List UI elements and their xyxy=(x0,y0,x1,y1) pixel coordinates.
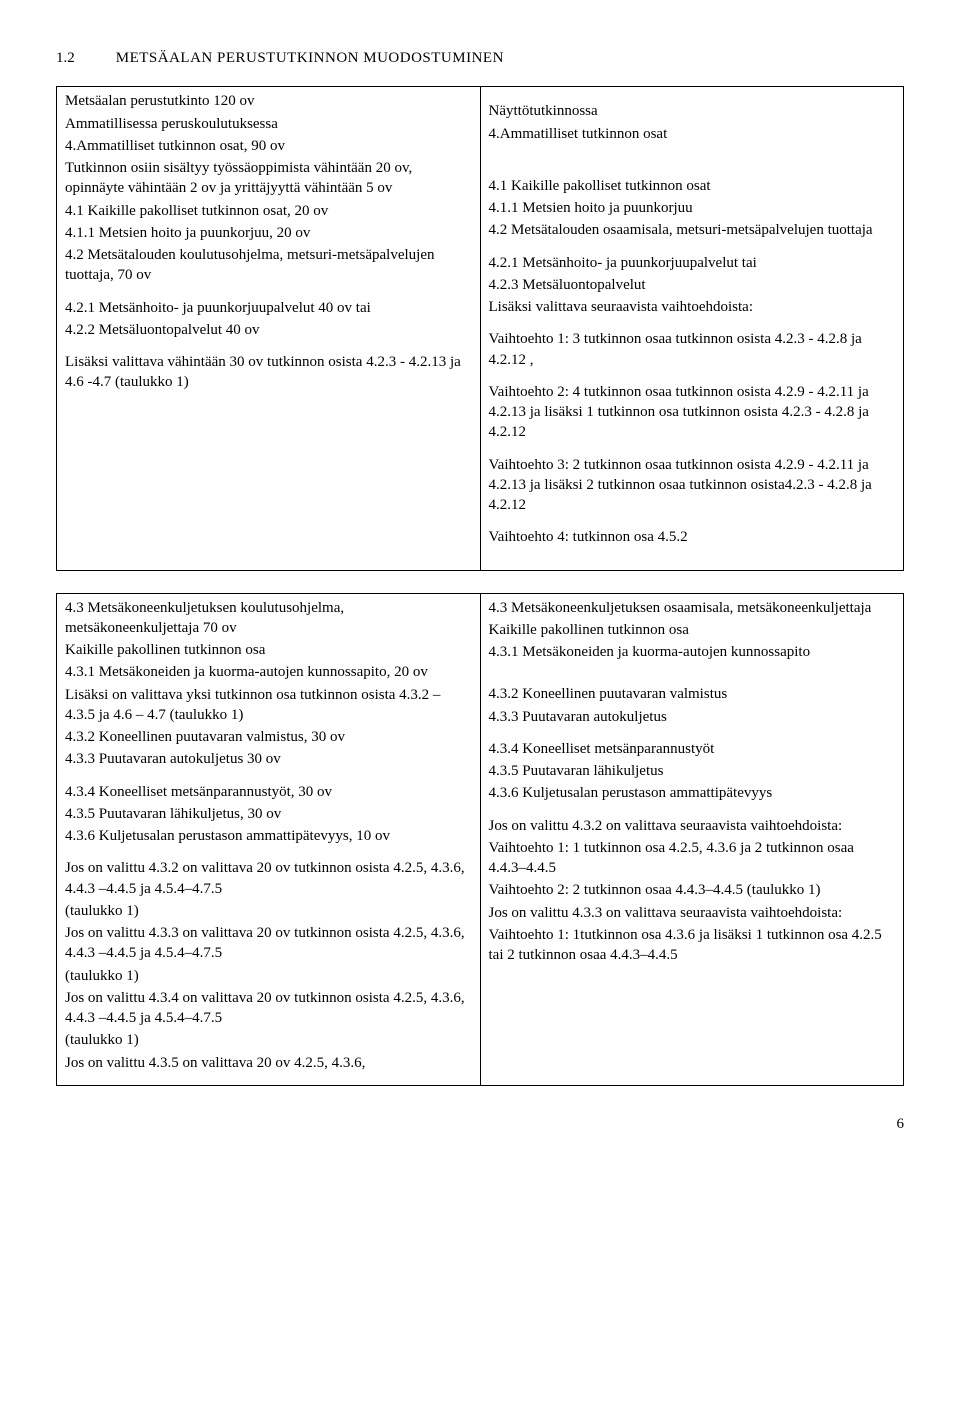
t2l-p11: (taulukko 1) xyxy=(65,901,472,921)
t1r-p10: Vaihtoehto 2: 4 tutkinnon osaa tutkinnon… xyxy=(489,382,896,443)
t1l-p7: 4.2 Metsätalouden koulutusohjelma, metsu… xyxy=(65,245,472,286)
t1r-p1: Näyttötutkinnossa xyxy=(489,101,896,121)
table-1-left: Metsäalan perustutkinto 120 ov Ammatilli… xyxy=(57,87,481,570)
t2l-p7: 4.3.4 Koneelliset metsänparannustyöt, 30… xyxy=(65,782,472,802)
t2l-p5: 4.3.2 Koneellinen puutavaran valmistus, … xyxy=(65,727,472,747)
t2l-p15: (taulukko 1) xyxy=(65,1030,472,1050)
t2r-p3: 4.3.1 Metsäkoneiden ja kuorma-autojen ku… xyxy=(489,642,896,662)
t1r-p11: Vaihtoehto 3: 2 tutkinnon osaa tutkinnon… xyxy=(489,455,896,516)
t2r-p8: 4.3.6 Kuljetusalan perustason ammattipät… xyxy=(489,783,896,803)
t1l-p6: 4.1.1 Metsien hoito ja puunkorjuu, 20 ov xyxy=(65,223,472,243)
t1r-p2: 4.Ammatilliset tutkinnon osat xyxy=(489,124,896,144)
t1l-p3: 4.Ammatilliset tutkinnon osat, 90 ov xyxy=(65,136,472,156)
t1l-p1: Metsäalan perustutkinto 120 ov xyxy=(65,91,472,111)
t1l-p5: 4.1 Kaikille pakolliset tutkinnon osat, … xyxy=(65,201,472,221)
t1l-p8: 4.2.1 Metsänhoito- ja puunkorjuupalvelut… xyxy=(65,298,472,318)
t1r-p5: 4.2 Metsätalouden osaamisala, metsuri-me… xyxy=(489,220,896,240)
t1r-p3: 4.1 Kaikille pakolliset tutkinnon osat xyxy=(489,176,896,196)
t2l-p2: Kaikille pakollinen tutkinnon osa xyxy=(65,640,472,660)
t2r-p10: Vaihtoehto 1: 1 tutkinnon osa 4.2.5, 4.3… xyxy=(489,838,896,879)
t2r-p9: Jos on valittu 4.3.2 on valittava seuraa… xyxy=(489,816,896,836)
t1l-p4: Tutkinnon osiin sisältyy työssäoppimista… xyxy=(65,158,472,199)
table-2-right: 4.3 Metsäkoneenkuljetuksen osaamisala, m… xyxy=(480,593,904,1085)
t2r-p7: 4.3.5 Puutavaran lähikuljetus xyxy=(489,761,896,781)
t2l-p9: 4.3.6 Kuljetusalan perustason ammattipät… xyxy=(65,826,472,846)
t2r-p5: 4.3.3 Puutavaran autokuljetus xyxy=(489,707,896,727)
t2l-p1: 4.3 Metsäkoneenkuljetuksen koulutusohjel… xyxy=(65,598,472,639)
page-number: 6 xyxy=(56,1114,904,1134)
section-heading: 1.2 METSÄALAN PERUSTUTKINNON MUODOSTUMIN… xyxy=(56,48,904,68)
t1r-p9: Vaihtoehto 1: 3 tutkinnon osaa tutkinnon… xyxy=(489,329,896,370)
t1r-p7: 4.2.3 Metsäluontopalvelut xyxy=(489,275,896,295)
t2r-p13: Vaihtoehto 1: 1tutkinnon osa 4.3.6 ja li… xyxy=(489,925,896,966)
t2r-p12: Jos on valittu 4.3.3 on valittava seuraa… xyxy=(489,903,896,923)
t2l-p4: Lisäksi on valittava yksi tutkinnon osa … xyxy=(65,685,472,726)
table-2-left: 4.3 Metsäkoneenkuljetuksen koulutusohjel… xyxy=(57,593,481,1085)
t2l-p10: Jos on valittu 4.3.2 on valittava 20 ov … xyxy=(65,858,472,899)
t1r-p4: 4.1.1 Metsien hoito ja puunkorjuu xyxy=(489,198,896,218)
t2l-p14: Jos on valittu 4.3.4 on valittava 20 ov … xyxy=(65,988,472,1029)
t1l-p10: Lisäksi valittava vähintään 30 ov tutkin… xyxy=(65,352,472,393)
t2l-p12: Jos on valittu 4.3.3 on valittava 20 ov … xyxy=(65,923,472,964)
t1l-p9: 4.2.2 Metsäluontopalvelut 40 ov xyxy=(65,320,472,340)
t1l-p2: Ammatillisessa peruskoulutuksessa xyxy=(65,114,472,134)
table-1-right: Näyttötutkinnossa 4.Ammatilliset tutkinn… xyxy=(480,87,904,570)
heading-number: 1.2 xyxy=(56,48,112,68)
t2l-p16: Jos on valittu 4.3.5 on valittava 20 ov … xyxy=(65,1053,472,1073)
t2r-p1: 4.3 Metsäkoneenkuljetuksen osaamisala, m… xyxy=(489,598,896,618)
t2l-p6: 4.3.3 Puutavaran autokuljetus 30 ov xyxy=(65,749,472,769)
heading-text: METSÄALAN PERUSTUTKINNON MUODOSTUMINEN xyxy=(116,48,504,68)
t2r-p6: 4.3.4 Koneelliset metsänparannustyöt xyxy=(489,739,896,759)
table-1: Metsäalan perustutkinto 120 ov Ammatilli… xyxy=(56,86,904,570)
table-2: 4.3 Metsäkoneenkuljetuksen koulutusohjel… xyxy=(56,593,904,1086)
t2r-p11: Vaihtoehto 2: 2 tutkinnon osaa 4.4.3–4.4… xyxy=(489,880,896,900)
t2r-p4: 4.3.2 Koneellinen puutavaran valmistus xyxy=(489,684,896,704)
t1r-p12: Vaihtoehto 4: tutkinnon osa 4.5.2 xyxy=(489,527,896,547)
t2l-p8: 4.3.5 Puutavaran lähikuljetus, 30 ov xyxy=(65,804,472,824)
t1r-p8: Lisäksi valittava seuraavista vaihtoehdo… xyxy=(489,297,896,317)
t2l-p13: (taulukko 1) xyxy=(65,966,472,986)
t2r-p2: Kaikille pakollinen tutkinnon osa xyxy=(489,620,896,640)
t1r-p6: 4.2.1 Metsänhoito- ja puunkorjuupalvelut… xyxy=(489,253,896,273)
t2l-p3: 4.3.1 Metsäkoneiden ja kuorma-autojen ku… xyxy=(65,662,472,682)
